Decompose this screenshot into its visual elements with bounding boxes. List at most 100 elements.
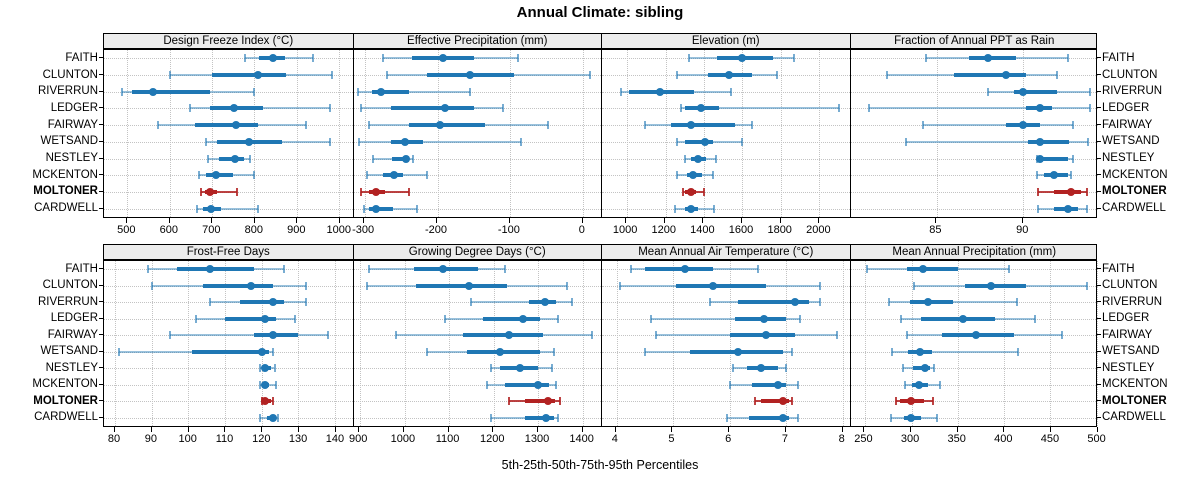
whisker-cap: [150, 281, 153, 290]
panel-header: Growing Degree Days (°C): [352, 245, 602, 259]
median-dot: [906, 413, 915, 422]
median-dot: [694, 154, 703, 163]
grid-vline: [742, 50, 744, 217]
grid-hline: [104, 302, 353, 304]
grid-vline: [404, 261, 406, 426]
iqr-bar: [482, 316, 541, 321]
median-dot: [372, 187, 380, 196]
median-dot: [700, 137, 709, 146]
x-tick: [910, 427, 912, 432]
panel-plot: [352, 261, 601, 426]
grid-hline: [353, 401, 601, 403]
iqr-bar: [920, 316, 995, 321]
grid-hline: [602, 108, 850, 110]
x-tick-label: 1400: [569, 433, 594, 445]
grid-hline: [104, 91, 353, 93]
panel-header: Design Freeze Index (°C): [163, 35, 294, 47]
median-dot: [212, 171, 221, 180]
median-dot: [268, 331, 277, 340]
panel-header-row: Design Freeze Index (°C) Effective Precip…: [103, 33, 1097, 49]
panel-plot: [849, 261, 1098, 426]
grid-hline: [353, 384, 601, 386]
whisker-cap: [331, 71, 334, 80]
whisker-cap: [204, 137, 207, 146]
whisker-cap: [866, 265, 869, 274]
station-label-left: NESTLEY: [45, 152, 98, 165]
whisker-cap: [729, 87, 732, 96]
whisker-cap: [1034, 314, 1037, 323]
iqr-bar: [408, 123, 485, 128]
whisker-cap: [590, 331, 593, 340]
iqr-bar: [504, 382, 550, 387]
grid-hline: [353, 417, 601, 419]
x-tick: [1096, 427, 1098, 432]
y-tick: [99, 90, 103, 92]
grid-vline: [437, 50, 439, 217]
grid-vline: [616, 261, 618, 426]
median-dot: [148, 87, 157, 96]
whisker-cap: [703, 187, 705, 196]
whisker-cap: [550, 364, 553, 373]
y-tick: [99, 174, 103, 176]
grid-vline: [225, 261, 226, 426]
whisker-cap: [394, 331, 397, 340]
grid-hline: [850, 158, 1098, 160]
whisker-cap: [868, 104, 871, 113]
station-label-right: MOLTONER: [1102, 394, 1167, 407]
grid-hline: [602, 318, 850, 320]
x-tick: [728, 427, 730, 432]
x-tick-label: 140: [325, 433, 345, 445]
whisker-cap: [206, 154, 209, 163]
station-label-left: FAITH: [65, 262, 98, 275]
x-tick-label: 130: [288, 433, 308, 445]
whisker-cap: [754, 397, 757, 406]
iqr-bar: [729, 333, 795, 338]
grid-vline: [360, 261, 362, 426]
whisker-cap: [1037, 187, 1040, 196]
median-dot: [544, 397, 553, 406]
grid-hline: [104, 58, 353, 60]
iqr-bar: [738, 300, 809, 305]
iqr-bar: [752, 382, 787, 387]
whisker-cap: [711, 171, 714, 180]
grid-vline: [957, 261, 959, 426]
iqr-bar: [524, 399, 556, 404]
grid-hline: [602, 335, 850, 337]
whisker-cap: [837, 104, 840, 113]
grid-hline: [104, 335, 353, 337]
x-tick: [1022, 218, 1024, 223]
station-label-left: CARDWELL: [34, 202, 98, 215]
whisker-cap: [589, 71, 592, 80]
median-dot: [921, 364, 930, 373]
station-label-left: RIVERRUN: [37, 85, 98, 98]
median-dot: [1001, 71, 1010, 80]
whisker-cap: [890, 413, 893, 422]
whisker-cap: [425, 171, 428, 180]
grid-hline: [353, 368, 601, 370]
median-dot: [914, 380, 923, 389]
iqr-bar: [676, 283, 767, 288]
station-label-right: CLUNTON: [1102, 279, 1158, 292]
median-dot: [734, 347, 743, 356]
grid-hline: [104, 401, 353, 403]
grid-hline: [353, 158, 601, 160]
grid-vline: [510, 50, 512, 217]
grid-vline: [729, 261, 731, 426]
x-tick-label: 8: [838, 433, 845, 445]
y-tick: [99, 367, 103, 369]
x-tick-label: 400: [994, 433, 1013, 445]
station-label-right: FAITH: [1102, 51, 1135, 64]
iqr-bar: [211, 73, 286, 78]
grid-vline: [1022, 50, 1024, 217]
iqr-bar: [368, 206, 393, 211]
whisker-cap: [836, 331, 839, 340]
iqr-bar: [177, 267, 255, 272]
median-dot: [759, 314, 768, 323]
grid-hline: [850, 191, 1098, 193]
whisker-cap: [796, 413, 799, 422]
x-tick: [114, 427, 116, 432]
median-dot: [231, 154, 240, 163]
whisker-cap: [416, 204, 419, 213]
median-dot: [1063, 204, 1072, 213]
grid-hline: [353, 58, 601, 60]
